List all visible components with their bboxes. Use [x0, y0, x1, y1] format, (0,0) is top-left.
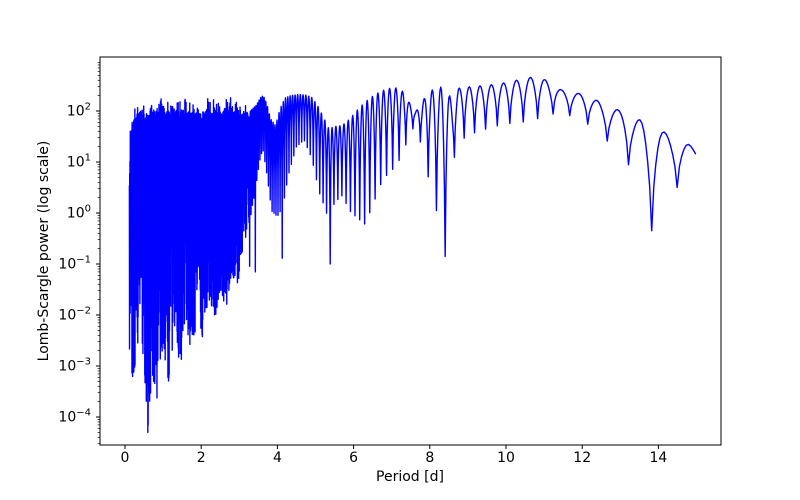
y-tick-label: 100: [67, 204, 91, 222]
x-tick-label: 14: [649, 450, 667, 466]
x-tick-label: 8: [425, 450, 434, 466]
x-axis-label: Period [d]: [376, 469, 444, 485]
periodogram-line: [128, 76, 697, 434]
x-tick-label: 12: [573, 450, 591, 466]
axes-frame: [99, 56, 722, 446]
y-tick-label: 102: [67, 102, 91, 120]
y-tick-label: 10−2: [58, 306, 91, 324]
x-tick-label: 10: [497, 450, 515, 466]
y-axis-label: Lomb-Scargle power (log scale): [36, 140, 52, 362]
x-tick-label: 0: [121, 450, 130, 466]
y-tick-label: 10−4: [58, 408, 91, 426]
y-tick-label: 10−1: [58, 255, 91, 273]
x-tick-label: 6: [349, 450, 358, 466]
y-tick-label: 10−3: [58, 357, 91, 375]
x-tick-label: 4: [273, 450, 282, 466]
y-tick-label: 101: [67, 153, 91, 171]
x-tick-label: 2: [197, 450, 206, 466]
